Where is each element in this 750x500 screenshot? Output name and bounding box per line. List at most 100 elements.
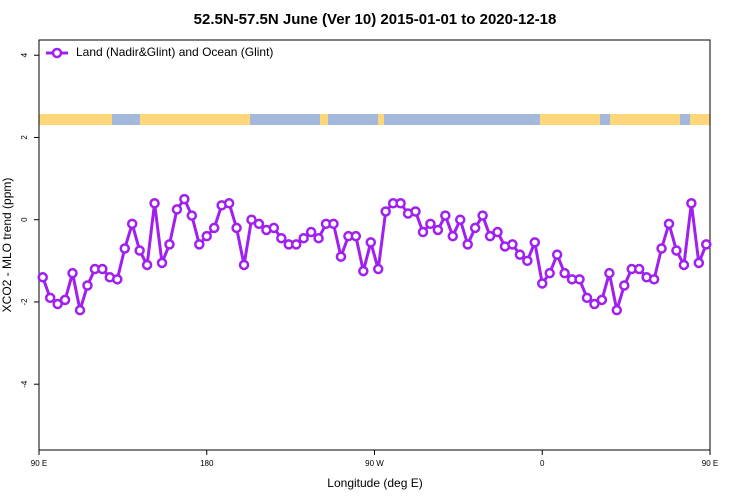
y-tick-label: 4 <box>20 52 29 57</box>
data-point <box>238 259 250 271</box>
data-point <box>663 218 675 230</box>
legend-label: Land (Nadir&Glint) and Ocean (Glint) <box>76 45 273 59</box>
data-point <box>149 198 160 209</box>
data-point <box>253 218 265 230</box>
data-point <box>656 243 667 254</box>
data-point <box>97 263 108 275</box>
x-tick-label: 90 E <box>702 459 718 468</box>
data-point <box>112 274 123 285</box>
x-tick-label: 0 <box>540 459 545 468</box>
data-point <box>544 267 555 279</box>
y-tick-label: -2 <box>20 298 29 306</box>
y-tick-label: -4 <box>20 380 29 388</box>
data-point <box>507 239 518 250</box>
data-point <box>619 280 630 291</box>
data-point <box>37 272 48 283</box>
ocean-band <box>39 114 710 125</box>
data-point <box>693 257 705 269</box>
data-point <box>231 222 242 234</box>
data-point <box>350 230 362 242</box>
data-point <box>365 237 377 248</box>
data-point <box>223 198 235 209</box>
data-point <box>633 263 645 275</box>
data-point <box>186 210 198 221</box>
data-point <box>335 251 347 262</box>
data-point <box>410 206 421 217</box>
data-point <box>328 218 339 230</box>
data-point <box>372 263 384 275</box>
data-point <box>276 232 287 244</box>
land-band <box>140 114 250 125</box>
data-point <box>537 278 548 289</box>
data-point <box>171 204 183 215</box>
data-point <box>574 274 585 285</box>
data-point <box>395 198 406 209</box>
data-point <box>313 232 324 244</box>
data-point <box>52 298 63 310</box>
data-point <box>559 267 570 279</box>
data-point <box>208 222 220 234</box>
data-point <box>432 224 444 236</box>
data-point <box>298 232 309 244</box>
x-axis-label: Longitude (deg E) <box>327 476 422 490</box>
data-point <box>44 292 56 304</box>
data-point <box>686 198 697 209</box>
y-axis-label: XCO2 - MLO trend (ppm) <box>0 178 14 313</box>
data-point <box>305 226 317 238</box>
data-point <box>581 292 593 304</box>
y-tick-label: 0 <box>20 217 29 222</box>
data-point <box>492 226 503 238</box>
data-point <box>268 222 280 234</box>
data-point <box>529 237 541 248</box>
data-point <box>290 239 302 250</box>
legend-marker <box>51 47 63 59</box>
x-tick-label: 90 W <box>365 459 384 468</box>
data-point <box>141 259 153 271</box>
data-point <box>522 255 533 267</box>
data-point <box>462 239 473 250</box>
data-point <box>589 298 600 310</box>
data-point <box>671 245 682 256</box>
land-band <box>39 114 112 125</box>
data-point <box>551 249 563 260</box>
data-point <box>447 230 459 242</box>
land-band <box>320 114 328 125</box>
data-point <box>440 210 451 221</box>
data-point <box>67 267 78 279</box>
chart-title: 52.5N-57.5N June (Ver 10) 2015-01-01 to … <box>194 11 557 28</box>
y-tick-label: 2 <box>20 135 29 140</box>
data-point <box>611 304 623 316</box>
data-point <box>454 214 466 225</box>
land-ocean-strip <box>39 114 710 125</box>
data-point <box>201 230 212 242</box>
data-point <box>164 239 175 250</box>
land-band <box>690 114 710 125</box>
land-band <box>378 114 384 125</box>
data-point <box>469 222 481 234</box>
x-tick-label: 90 E <box>31 459 47 468</box>
data-point <box>134 245 145 256</box>
data-point <box>358 265 369 277</box>
data-point <box>484 230 496 242</box>
data-point <box>119 243 130 254</box>
data-point <box>126 218 138 230</box>
data-point <box>701 239 712 250</box>
data-point <box>194 239 205 250</box>
data-point <box>74 304 86 316</box>
data-point <box>179 193 190 205</box>
data-point <box>380 206 391 217</box>
data-point <box>678 259 690 271</box>
data-point <box>514 249 526 260</box>
land-band <box>540 114 600 125</box>
data-point <box>246 214 257 225</box>
data-point <box>59 294 71 306</box>
data-point <box>417 226 429 238</box>
land-band <box>610 114 680 125</box>
data-point <box>477 210 488 221</box>
data-point <box>156 257 168 269</box>
x-tick-label: 180 <box>200 459 214 468</box>
data-point <box>648 274 660 285</box>
data-point <box>82 280 93 291</box>
